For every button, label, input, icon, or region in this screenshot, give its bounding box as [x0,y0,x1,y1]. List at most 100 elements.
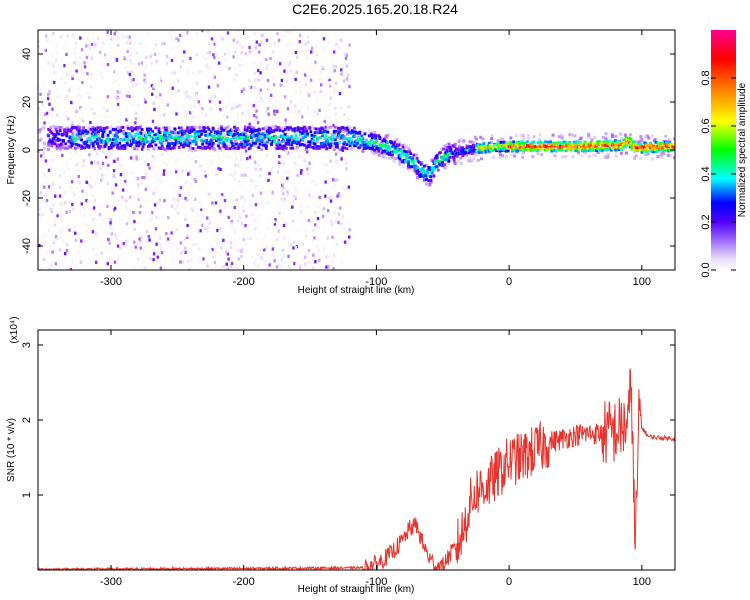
heatmap-cell [78,50,81,55]
heatmap-cell [397,163,401,167]
heatmap-cell [519,148,523,152]
heatmap-cell [115,30,118,33]
heatmap-cell [204,130,208,134]
heatmap-cell [247,142,251,146]
heatmap-cell [171,146,175,150]
heatmap-cell [88,183,91,187]
heatmap-cell [165,150,168,154]
heatmap-cell [81,240,84,245]
heatmap-cell [307,49,311,53]
heatmap-cell [216,97,220,102]
heatmap-cell [226,31,230,35]
heatmap-cell [672,146,675,149]
heatmap-cell [300,137,304,141]
heatmap-cell [432,174,436,178]
heatmap-cell [325,255,328,259]
heatmap-cell [198,127,202,131]
heatmap-cell [297,153,300,158]
heatmap-cell [326,138,329,142]
heatmap-cell [241,112,244,116]
heatmap-cell [153,107,156,112]
heatmap-cell [212,226,215,230]
heatmap-cell [206,216,209,220]
heatmap-cell [81,131,84,135]
heatmap-cell [294,59,297,63]
heatmap-cell [165,231,168,236]
heatmap-cell [123,146,127,150]
heatmap-cell [144,199,147,203]
heatmap-cell [195,136,199,140]
heatmap-cell [587,135,591,139]
heatmap-cell [335,50,338,54]
heatmap-cell [625,143,629,147]
heatmap-cell [103,144,107,148]
heatmap-cell [468,156,472,160]
heatmap-cell [213,45,217,49]
heatmap-cell [125,94,129,98]
heatmap-cell [166,103,169,107]
heatmap-cell [652,144,656,148]
chart-title: C2E6.2025.165.20.18.R24 [292,1,458,17]
heatmap-cell [91,127,95,131]
heatmap-cell [85,223,88,227]
heatmap-cell [452,145,456,148]
heatmap-cell [82,164,85,168]
heatmap-cell [123,66,126,71]
heatmap-cell [210,37,214,41]
heatmap-cell [52,144,56,148]
heatmap-cell [286,72,289,76]
heatmap-cell [367,140,371,144]
heatmap-cell [266,78,270,82]
heatmap-cell [208,99,212,104]
heatmap-cell [590,138,594,142]
heatmap-cell [129,62,133,66]
heatmap-cell [51,135,55,139]
heatmap-cell [335,118,338,122]
heatmap-cell [91,145,95,149]
heatmap-cell [207,66,210,70]
heatmap-cell [207,141,211,144]
heatmap-cell [152,48,156,52]
heatmap-cell [107,205,111,209]
heatmap-cell [453,149,457,153]
heatmap-cell [317,226,321,230]
heatmap-cell [199,229,202,233]
heatmap-cell [195,132,199,136]
heatmap-cell [343,146,347,150]
heatmap-cell [238,150,242,155]
heatmap-cell [246,141,250,145]
heatmap-cell [407,168,411,172]
heatmap-cell [333,89,336,93]
heatmap-cell [233,205,236,210]
heatmap-cell [234,171,237,175]
heatmap-cell [229,43,232,47]
heatmap-cell [191,147,195,150]
heatmap-cell [95,234,99,239]
heatmap-cell [262,56,265,60]
heatmap-cell [87,147,90,151]
heatmap-cell [111,138,115,141]
heatmap-cell [43,171,47,175]
heatmap-cell [246,174,249,178]
heatmap-cell [607,139,611,143]
heatmap-cell [76,146,80,150]
heatmap-cell [371,146,374,150]
heatmap-cell [252,104,256,108]
heatmap-cell [328,125,332,129]
heatmap-cell [206,134,210,138]
heatmap-cell [114,183,118,187]
heatmap-cell [591,143,595,147]
heatmap-cell [96,41,99,45]
heatmap-cell [258,151,261,155]
heatmap-cell [62,132,65,136]
heatmap-cell [238,64,241,68]
heatmap-cell [152,147,156,151]
heatmap-cell [98,137,101,141]
heatmap-cell [126,50,129,54]
heatmap-cell [242,209,245,213]
heatmap-cell [330,140,334,144]
heatmap-cell [614,150,618,154]
heatmap-cell [269,93,273,97]
heatmap-cell [219,146,223,150]
heatmap-cell [225,105,228,109]
